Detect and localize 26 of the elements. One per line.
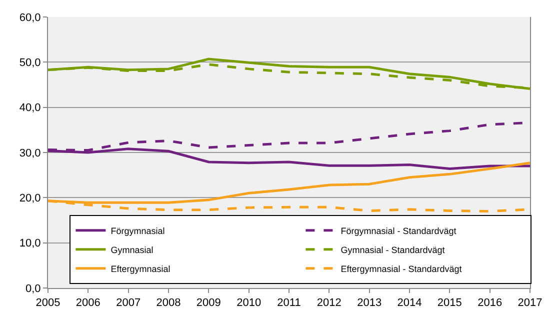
x-tick-label: 2012 <box>316 297 342 310</box>
x-tick-label: 2013 <box>357 297 382 310</box>
legend-label: Eftergymnasial - Standardvägt <box>340 264 462 274</box>
x-tick-label: 2016 <box>478 297 502 310</box>
legend-label: Förgymnasial <box>110 226 165 236</box>
legend-label: Gymnasial <box>110 244 154 255</box>
y-tick-label: 20,0 <box>19 192 41 205</box>
x-tick-label: 2005 <box>36 297 60 310</box>
x-tick-label: 2017 <box>518 297 542 310</box>
x-tick-label: 2008 <box>156 297 181 310</box>
legend-label: Förgymnasial - Standardvägt <box>340 226 457 236</box>
x-tick-label: 2015 <box>437 297 462 310</box>
x-tick-label: 2009 <box>196 297 221 310</box>
y-tick-label: 60,0 <box>19 12 41 24</box>
y-tick-label: 50,0 <box>19 57 41 70</box>
x-tick-label: 2006 <box>76 297 100 310</box>
y-tick-label: 10,0 <box>19 238 41 250</box>
y-tick-label: 40,0 <box>19 102 41 114</box>
x-tick-label: 2010 <box>236 297 262 310</box>
x-tick-label: 2014 <box>397 297 422 310</box>
y-tick-label: 0,0 <box>26 282 41 295</box>
legend-label: Gymnasial - Standardvägt <box>340 244 446 255</box>
x-tick-label: 2011 <box>277 297 301 310</box>
x-tick-label: 2007 <box>116 297 141 310</box>
legend-label: Eftergymnasial <box>110 264 170 274</box>
y-tick-label: 30,0 <box>19 147 41 160</box>
